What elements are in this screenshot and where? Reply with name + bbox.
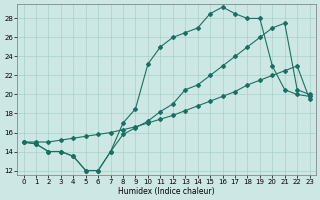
X-axis label: Humidex (Indice chaleur): Humidex (Indice chaleur) [118,187,215,196]
